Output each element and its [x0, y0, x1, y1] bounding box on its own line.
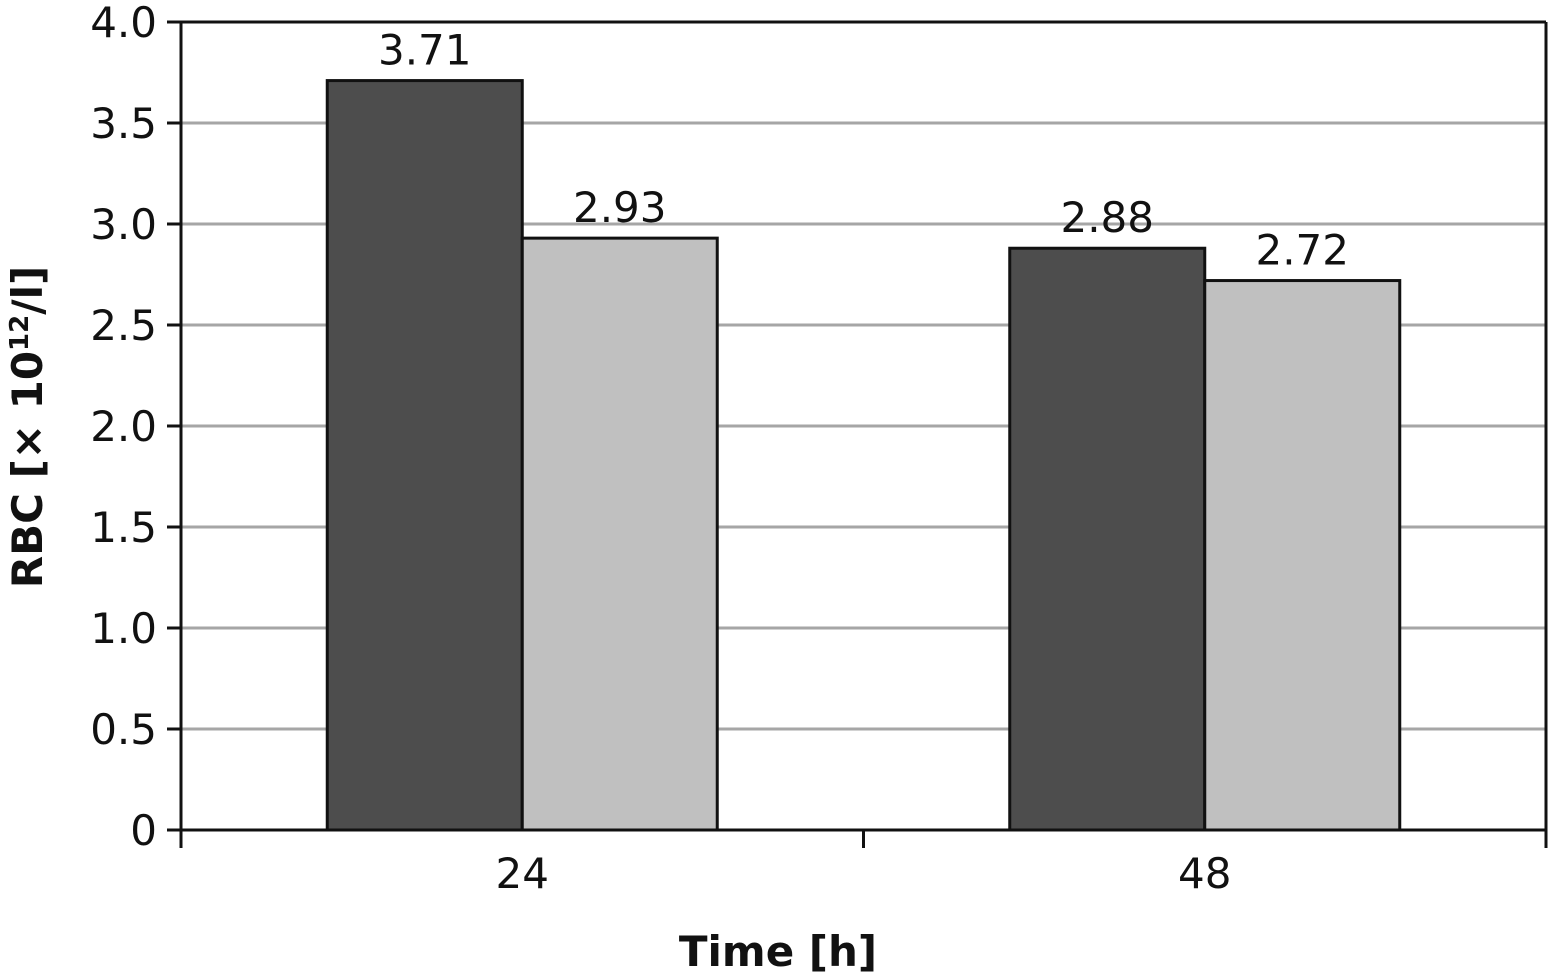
y-tick-label: 2.5: [90, 301, 157, 350]
labels: 3.71 2.88 2.93 2.72 0 0.5 1.0 1.5 2.0 2.5 3.0 3.5 4.…: [90, 0, 1349, 898]
x-tick-label: 48: [1178, 849, 1231, 898]
axes: [167, 20, 1548, 848]
y-tick-label: 3.0: [90, 200, 157, 249]
bar-series-1-48: [1008, 246, 1207, 832]
bars: [325, 79, 1402, 832]
data-label: 2.72: [1255, 226, 1349, 275]
x-axis-title: Time [h]: [679, 927, 877, 976]
y-axis-title-superscript: 12: [5, 315, 35, 351]
y-tick-label: 1.0: [90, 604, 157, 653]
y-tick-label: 0.5: [90, 705, 157, 754]
y-tick-label: 3.5: [90, 99, 157, 148]
data-label: 3.71: [378, 26, 472, 75]
y-axis-title: RBC [× 1012/l]: [3, 266, 52, 588]
y-tick-label: 2.0: [90, 402, 157, 451]
x-tick-label: 24: [496, 849, 549, 898]
data-label: 2.93: [573, 183, 667, 232]
bar-series-2-48: [1203, 279, 1402, 832]
y-tick-label: 4.0: [90, 0, 157, 47]
data-label: 2.88: [1060, 193, 1154, 242]
y-axis-title-tail: /l]: [3, 266, 52, 315]
bar-series-1-24: [325, 79, 524, 832]
y-axis-title-main: RBC [× 10: [3, 351, 52, 588]
bar-series-2-24: [520, 236, 719, 832]
y-tick-label: 1.5: [90, 503, 157, 552]
y-tick-label: 0: [130, 806, 157, 855]
